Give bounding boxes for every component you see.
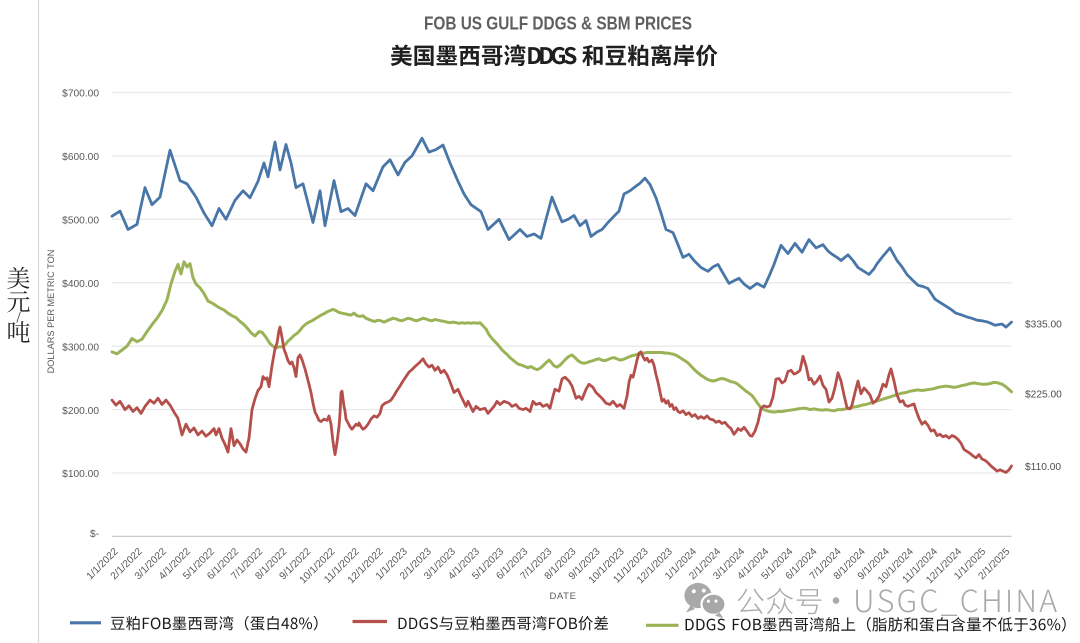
svg-text:$300.00: $300.00 bbox=[62, 342, 99, 353]
svg-text:$600.00: $600.00 bbox=[62, 152, 99, 163]
svg-text:$335.00: $335.00 bbox=[1025, 320, 1062, 331]
svg-text:FOB US GULF DDGS & SBM PRICES: FOB US GULF DDGS & SBM PRICES bbox=[424, 13, 692, 34]
svg-text:$100.00: $100.00 bbox=[62, 469, 99, 480]
svg-text:$-: $- bbox=[90, 529, 99, 540]
svg-text:$110.00: $110.00 bbox=[1025, 462, 1061, 473]
svg-text:DOLLARS PER METRIC TON: DOLLARS PER METRIC TON bbox=[46, 250, 56, 374]
svg-text:$500.00: $500.00 bbox=[62, 216, 99, 227]
svg-text:$200.00: $200.00 bbox=[62, 406, 99, 417]
svg-text:/: / bbox=[16, 310, 21, 327]
svg-text:$400.00: $400.00 bbox=[62, 279, 99, 290]
svg-text:$700.00: $700.00 bbox=[62, 89, 99, 100]
svg-text:$225.00: $225.00 bbox=[1025, 389, 1062, 400]
svg-text:DATE: DATE bbox=[549, 591, 576, 602]
